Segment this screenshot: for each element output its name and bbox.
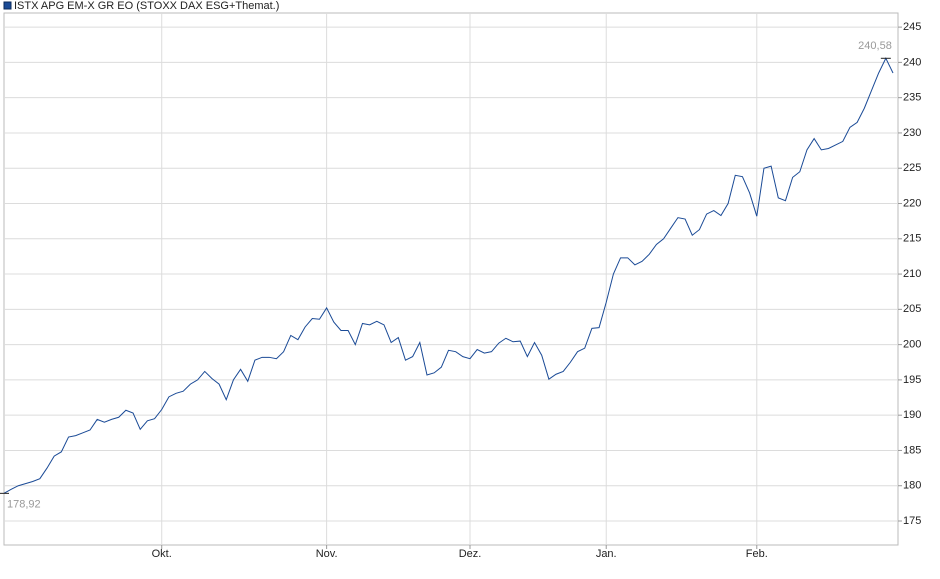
- legend-label: ISTX APG EM-X GR EO (STOXX DAX ESG+Thema…: [14, 0, 279, 12]
- annotation: 240,58: [858, 40, 892, 52]
- y-tick-label: 205: [903, 303, 921, 315]
- y-tick-label: 245: [903, 21, 921, 33]
- y-tick-label: 215: [903, 233, 921, 245]
- line: [3, 57, 894, 494]
- y-tick-label: 220: [903, 197, 921, 209]
- legend-swatch: [3, 1, 12, 10]
- y-tick-label: 190: [903, 409, 921, 421]
- plot-area: [3, 12, 899, 546]
- x-tick-label: Okt.: [152, 548, 172, 560]
- y-tick-label: 210: [903, 268, 921, 280]
- y-tick-label: 240: [903, 56, 921, 68]
- x-tick-label: Nov.: [316, 548, 338, 560]
- x-tick-label: Feb.: [746, 548, 768, 560]
- y-tick-label: 230: [903, 127, 921, 139]
- y-tick-label: 225: [903, 162, 921, 174]
- y-tick-label: 200: [903, 339, 921, 351]
- y-tick-label: 185: [903, 444, 921, 456]
- annotation: 178,92: [7, 498, 41, 510]
- y-tick-label: 235: [903, 92, 921, 104]
- y-tick-label: 175: [903, 515, 921, 527]
- y-tick-label: 195: [903, 374, 921, 386]
- y-tick-label: 180: [903, 480, 921, 492]
- x-tick-label: Jan.: [596, 548, 617, 560]
- x-tick-label: Dez.: [459, 548, 482, 560]
